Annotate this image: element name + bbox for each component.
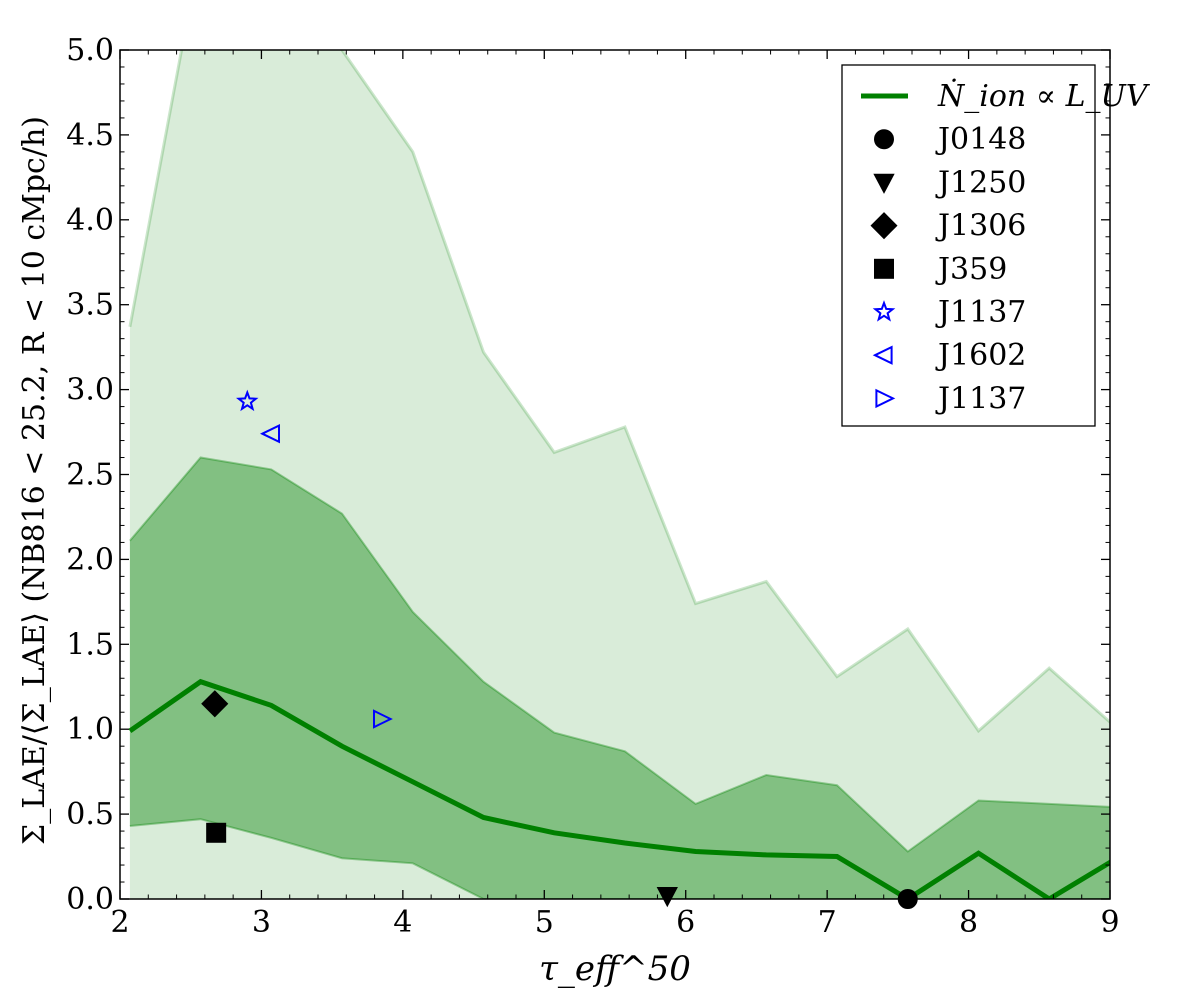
legend-label-j1250: J1250 [935, 165, 1026, 200]
legend-label-j1137: J1137 [935, 295, 1026, 330]
x-axis-label: τ_eff^50 [539, 949, 691, 989]
legend-marker-triangle-down [873, 173, 895, 194]
band-68-fill [129, 457, 1110, 899]
legend: Ṅ_ion ∝ L_UV J0148 J1250 J1306 J359 J1137 J160… [841, 64, 1151, 427]
legend-label-j359: J359 [935, 252, 1007, 287]
legend-marker-star [872, 300, 896, 322]
band-68-lower-edge [129, 818, 1110, 899]
x-tick-label: 4 [393, 905, 412, 940]
y-tick-label: 0.5 [66, 797, 114, 832]
legend-label-j0148: J0148 [935, 122, 1026, 157]
legend-marker-triangle-right [875, 388, 896, 409]
x-tick-label: 2 [110, 905, 129, 940]
legend-marker-triangle-left [872, 345, 893, 365]
confidence-bands [128, 50, 1110, 899]
legend-marker-square [874, 258, 894, 279]
y-tick-label: 0.0 [66, 882, 114, 917]
x-axis-label-text: τ_eff^50 [539, 949, 691, 989]
x-tick-label: 7 [818, 905, 837, 940]
x-tick-label: 8 [959, 905, 978, 940]
axis-ticks: 2 3 4 5 6 7 8 9 0.0 0.5 1.0 1.5 2.0 2.5 3.0 3.5 4.0 4.5 5.… [66, 33, 1119, 940]
band-68-upper-edge [129, 456, 1110, 853]
median-layer [128, 678, 1110, 899]
y-tick-label: 5.0 [66, 33, 114, 68]
legend-label-j1602: J1602 [935, 338, 1026, 373]
legend-marker-circle [874, 129, 894, 150]
x-tick-label: 6 [676, 905, 695, 940]
y-tick-label: 1.0 [66, 712, 114, 747]
x-tick-label: 5 [535, 905, 554, 940]
x-tick-label: 3 [252, 905, 271, 940]
point-j1602-triangle-left [260, 424, 280, 444]
y-tick-label: 2.0 [66, 542, 114, 577]
point-j1137-star [236, 389, 259, 412]
y-axis-label-text: Σ_LAE/⟨Σ_LAE⟩ (NB816 < 25.2, R < 10 cMpc… [17, 116, 52, 845]
y-axis-label: Σ_LAE/⟨Σ_LAE⟩ (NB816 < 25.2, R < 10 cMpc… [17, 116, 52, 845]
y-tick-label: 4.0 [66, 203, 114, 238]
band-95-fill [129, 50, 1110, 899]
point-j359-square [206, 822, 227, 843]
legend-label-median: Ṅ_ion ∝ L_UV [937, 78, 1151, 114]
legend-box [841, 64, 1096, 427]
y-tick-label: 4.5 [66, 118, 114, 153]
point-j1250-triangle-down [656, 887, 678, 908]
legend-label-j1137: J1137 [935, 381, 1026, 416]
point-j1306-diamond [201, 690, 229, 718]
band-95-upper-edge [128, 50, 1110, 734]
y-tick-label: 3.5 [66, 288, 114, 323]
legend-marker-diamond [870, 212, 898, 240]
y-tick-label: 1.5 [66, 627, 114, 662]
point-j1137-triangle-right [373, 709, 393, 729]
legend-label-j1306: J1306 [935, 209, 1026, 244]
y-tick-label: 2.5 [66, 458, 114, 493]
y-tick-label: 3.0 [66, 373, 114, 408]
x-tick-label: 9 [1100, 905, 1119, 940]
median-line [128, 678, 1110, 899]
